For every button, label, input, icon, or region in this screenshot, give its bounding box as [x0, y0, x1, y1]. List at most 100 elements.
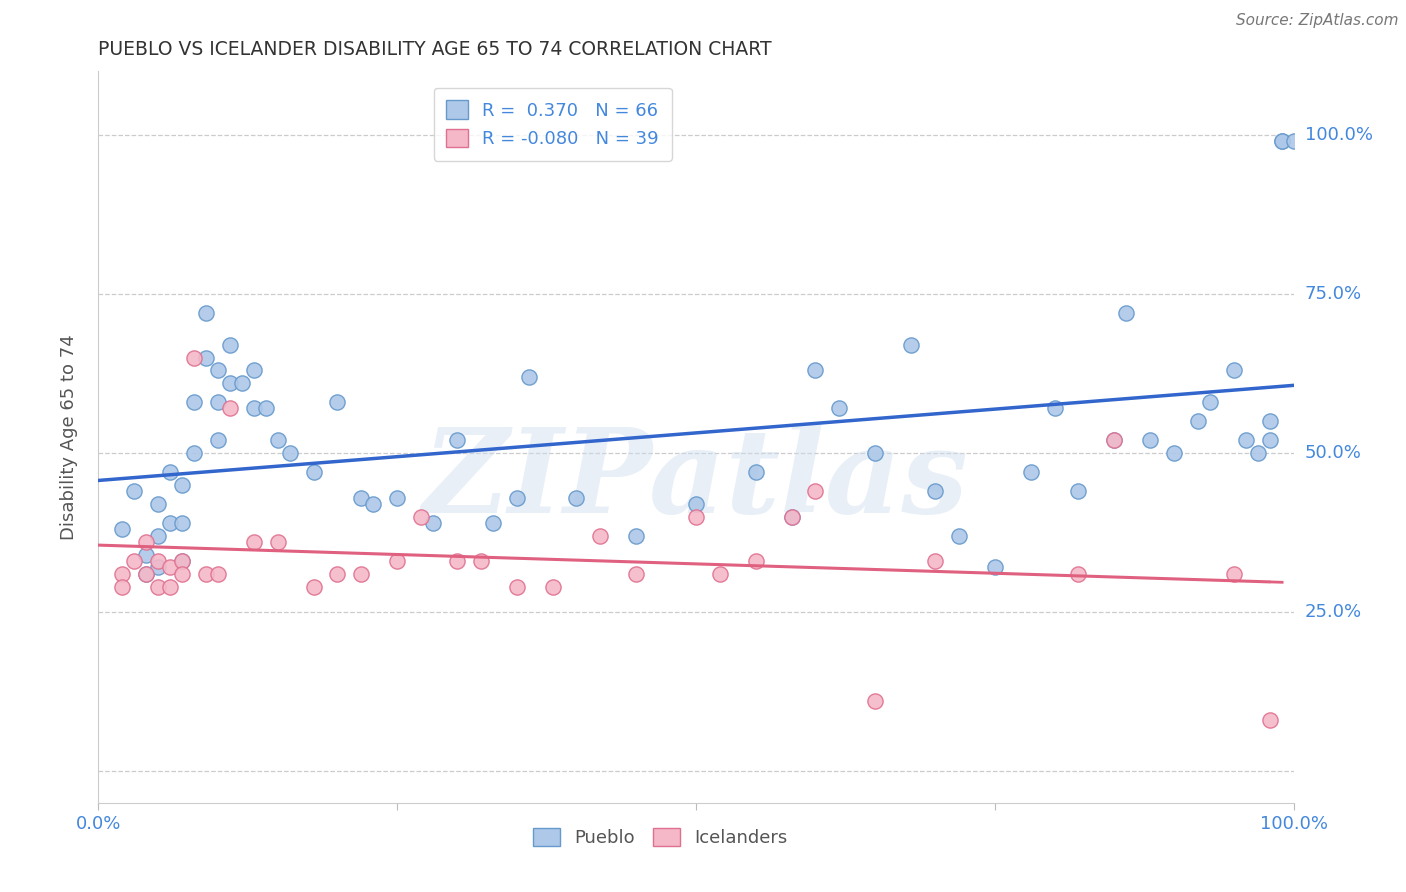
Point [172, 554, 194, 568]
Point [1067, 484, 1090, 499]
Point [231, 376, 253, 390]
Point [159, 580, 181, 594]
Point [1223, 566, 1246, 581]
Point [148, 554, 170, 568]
Point [446, 554, 468, 568]
Point [135, 566, 157, 581]
Point [159, 465, 181, 479]
Point [302, 580, 325, 594]
Point [626, 529, 648, 543]
Point [135, 548, 157, 562]
Point [709, 566, 731, 581]
Point [363, 497, 385, 511]
Point [350, 491, 373, 505]
Point [865, 446, 887, 460]
Point [219, 376, 242, 390]
Point [565, 491, 588, 505]
Point [804, 484, 827, 499]
Point [924, 554, 946, 568]
Point [1163, 446, 1185, 460]
Point [243, 535, 266, 549]
Text: 75.0%: 75.0% [1305, 285, 1362, 303]
Point [124, 484, 146, 499]
Point [207, 395, 229, 409]
Point [446, 434, 468, 448]
Legend: R =  0.370   N = 66, R = -0.080   N = 39: R = 0.370 N = 66, R = -0.080 N = 39 [433, 87, 672, 161]
Point [1258, 713, 1281, 727]
Point [111, 566, 134, 581]
Point [685, 497, 707, 511]
Point [1258, 434, 1281, 448]
Point [326, 566, 349, 581]
Point [745, 554, 768, 568]
Point [219, 338, 242, 352]
Point [135, 566, 157, 581]
Point [1271, 134, 1294, 148]
Point [124, 554, 146, 568]
Text: 50.0%: 50.0% [1305, 444, 1361, 462]
Point [1104, 434, 1126, 448]
Point [1067, 566, 1090, 581]
Point [1187, 414, 1209, 428]
Point [111, 522, 134, 536]
Point [1234, 434, 1257, 448]
Point [148, 497, 170, 511]
Point [172, 566, 194, 581]
Point [195, 306, 218, 320]
Point [148, 560, 170, 574]
Point [506, 491, 529, 505]
Point [626, 566, 648, 581]
Point [195, 566, 218, 581]
Point [685, 509, 707, 524]
Point [172, 554, 194, 568]
Point [1247, 446, 1270, 460]
Point [207, 434, 229, 448]
Text: ZIPatlas: ZIPatlas [423, 424, 969, 539]
Point [517, 369, 540, 384]
Point [326, 395, 349, 409]
Point [422, 516, 444, 530]
Point [541, 580, 564, 594]
Point [254, 401, 277, 416]
Point [948, 529, 970, 543]
Point [1104, 434, 1126, 448]
Point [148, 529, 170, 543]
Point [1223, 363, 1246, 377]
Point [135, 535, 157, 549]
Point [267, 434, 290, 448]
Point [172, 477, 194, 491]
Point [1043, 401, 1066, 416]
Point [159, 516, 181, 530]
Point [589, 529, 612, 543]
Point [183, 446, 205, 460]
Point [470, 554, 492, 568]
Text: 25.0%: 25.0% [1305, 603, 1362, 621]
Point [207, 566, 229, 581]
Point [865, 694, 887, 708]
Text: PUEBLO VS ICELANDER DISABILITY AGE 65 TO 74 CORRELATION CHART: PUEBLO VS ICELANDER DISABILITY AGE 65 TO… [98, 39, 772, 59]
Point [278, 446, 301, 460]
Point [745, 465, 768, 479]
Point [219, 401, 242, 416]
Point [1115, 306, 1137, 320]
Point [804, 363, 827, 377]
Point [172, 516, 194, 530]
Point [111, 580, 134, 594]
Point [195, 351, 218, 365]
Point [302, 465, 325, 479]
Point [481, 516, 505, 530]
Point [411, 509, 433, 524]
Point [780, 509, 803, 524]
Point [900, 338, 922, 352]
Point [385, 554, 409, 568]
Point [984, 560, 1007, 574]
Point [1258, 414, 1281, 428]
Point [1271, 134, 1294, 148]
Point [183, 395, 205, 409]
Y-axis label: Disability Age 65 to 74: Disability Age 65 to 74 [59, 334, 77, 540]
Point [159, 560, 181, 574]
Point [924, 484, 946, 499]
Point [1199, 395, 1222, 409]
Point [1282, 134, 1305, 148]
Point [148, 580, 170, 594]
